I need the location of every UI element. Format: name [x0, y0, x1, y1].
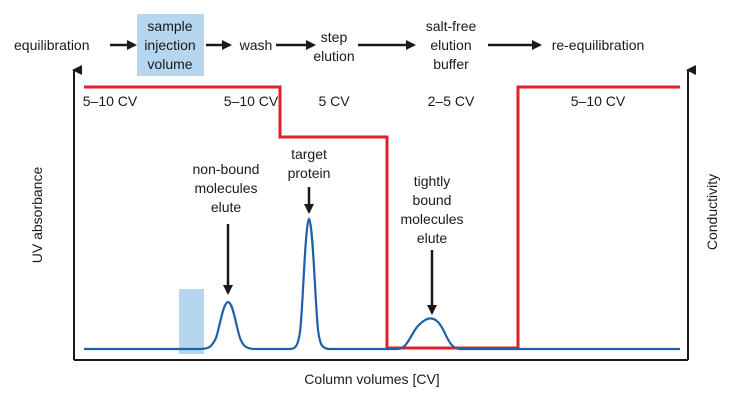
y-axis-right-title: Conductivity [704, 174, 720, 250]
step-saltfree-line1: salt-free [426, 18, 477, 34]
annotation-tightly-line2: bound [413, 192, 452, 208]
cv-label-salt-free: 2–5 CV [428, 93, 475, 109]
step-elution-line1: step [321, 29, 348, 45]
injection-band [179, 289, 204, 354]
conductivity-trace [84, 85, 680, 350]
cv-label-equilibration: 5–10 CV [83, 93, 138, 109]
y-axis-left-title: UV absorbance [29, 167, 45, 264]
x-axis-title: Column volumes [CV] [304, 371, 439, 387]
annotation-tightly-line3: molecules [400, 211, 463, 227]
annotation-non-bound-line2: molecules [194, 180, 257, 196]
annotation-tightly-line4: elute [417, 230, 448, 246]
annotation-tightly-line1: tightly [414, 173, 451, 189]
annotation-target-line2: protein [288, 165, 331, 181]
step-saltfree-line3: buffer [433, 56, 469, 72]
step-elution-line2: elution [313, 48, 354, 64]
annotation-target-line1: target [291, 146, 327, 162]
annotation-non-bound-line1: non-bound [193, 161, 260, 177]
step-re-equilibration: re-equilibration [552, 37, 645, 53]
step-equilibration: equilibration [14, 37, 90, 53]
sample-injection-highlight [137, 14, 204, 76]
uv-absorbance-trace [84, 217, 680, 351]
cv-label-re-equilibration: 5–10 CV [571, 93, 626, 109]
step-sample-line1: sample [147, 18, 192, 34]
step-sample-line3: volume [147, 56, 192, 72]
annotation-non-bound-line3: elute [211, 199, 242, 215]
step-saltfree-line2: elution [430, 37, 471, 53]
cv-label-step-elution: 5 CV [318, 93, 350, 109]
cv-label-wash: 5–10 CV [224, 93, 279, 109]
step-sample-line2: injection [144, 37, 195, 53]
step-wash: wash [239, 37, 273, 53]
